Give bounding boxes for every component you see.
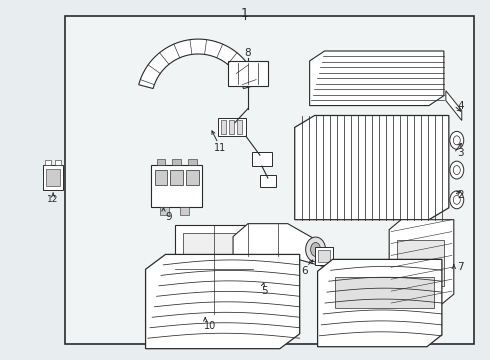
Bar [154,170,168,185]
Bar [229,121,234,134]
Ellipse shape [453,136,460,145]
Polygon shape [294,116,449,220]
Ellipse shape [450,161,464,179]
Polygon shape [233,224,322,266]
Bar [65,16,474,344]
Bar [46,169,60,186]
Ellipse shape [453,195,460,204]
Bar [397,239,444,286]
Ellipse shape [311,243,320,256]
Text: 8: 8 [245,48,251,58]
Bar [252,152,272,166]
Bar [183,233,245,306]
Ellipse shape [453,166,460,175]
Bar [186,170,199,185]
Bar [180,207,189,215]
Polygon shape [336,277,434,308]
Ellipse shape [306,237,325,262]
Bar [315,247,333,265]
Bar [171,170,183,185]
Bar [241,261,253,277]
Bar [150,165,202,207]
Polygon shape [310,51,444,105]
Bar [161,207,170,215]
Bar [45,160,51,165]
Bar [175,225,253,314]
Polygon shape [389,220,454,304]
Ellipse shape [450,131,464,149]
Bar [218,118,246,136]
Polygon shape [139,39,258,89]
Text: 4: 4 [458,100,464,111]
Polygon shape [146,255,300,349]
Bar [221,121,226,134]
Text: 5: 5 [262,286,268,296]
Bar [260,175,276,187]
Bar [156,159,166,165]
Text: 1: 1 [241,7,249,20]
Bar [172,159,181,165]
Text: 7: 7 [458,262,464,272]
Text: 9: 9 [165,212,172,222]
Bar [175,261,187,277]
Text: 6: 6 [301,266,308,276]
Bar [55,160,61,165]
Polygon shape [318,260,442,347]
Bar [237,121,242,134]
Bar [188,159,197,165]
Bar [318,251,329,262]
Text: 3: 3 [458,148,464,158]
Ellipse shape [450,191,464,209]
Polygon shape [446,91,462,121]
Bar [43,165,63,190]
Text: 2: 2 [458,190,464,200]
Bar [228,61,268,86]
Text: 10: 10 [204,321,216,331]
Text: 12: 12 [48,195,59,204]
Text: 11: 11 [214,143,226,153]
